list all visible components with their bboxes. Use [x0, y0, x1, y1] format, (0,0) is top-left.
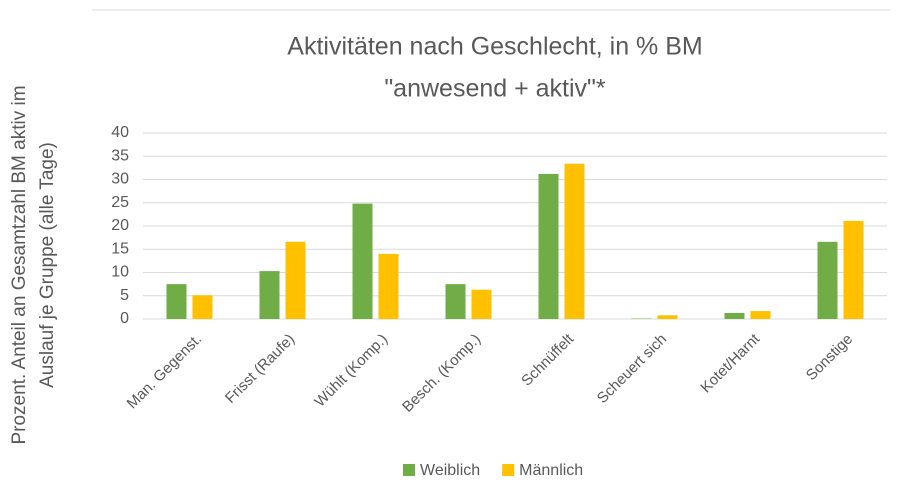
bar — [843, 220, 864, 319]
bar — [817, 241, 838, 319]
bar — [259, 271, 280, 319]
y-tick-label: 0 — [120, 310, 129, 327]
y-axis-label: Auslauf je Gruppe (alle Tage) — [37, 142, 58, 388]
bar — [378, 253, 399, 319]
x-tick-label: Scheuert sich — [594, 331, 670, 407]
y-tick-label: 35 — [111, 147, 129, 164]
bar — [445, 284, 466, 319]
y-tick-label: 15 — [111, 240, 129, 257]
x-tick-label: Man. Gegenst. — [124, 331, 206, 413]
x-tick-label: Besch. (Komp.) — [399, 331, 484, 416]
x-tick-label: Kotet/Harnt — [697, 330, 763, 396]
y-tick-label: 30 — [111, 171, 129, 188]
bar — [750, 311, 771, 319]
y-tick-label: 5 — [120, 287, 129, 304]
chart-subtitle: "anwesend + aktiv"* — [384, 75, 606, 103]
x-tick-label: Frisst (Raufe) — [222, 331, 298, 407]
bar — [538, 173, 559, 319]
bar — [564, 163, 585, 319]
legend-label: Männlich — [519, 462, 583, 479]
bar — [192, 295, 213, 319]
bar — [166, 284, 187, 319]
x-tick-label: Sonstige — [803, 331, 856, 384]
x-tick-label: Wühlt (Komp.) — [311, 331, 391, 411]
bar — [285, 241, 306, 319]
legend-swatch — [403, 464, 415, 476]
y-tick-label: 10 — [111, 264, 129, 281]
legend-label: Weiblich — [420, 462, 480, 479]
bar — [657, 315, 678, 319]
y-tick-label: 25 — [111, 194, 129, 211]
y-tick-label: 20 — [111, 217, 129, 234]
bar — [352, 203, 373, 319]
y-tick-label: 40 — [111, 124, 129, 141]
y-axis-label: Prozent. Anteil an Gesamtzahl BM aktiv i… — [9, 85, 30, 444]
bar — [471, 289, 492, 319]
legend-swatch — [502, 464, 515, 476]
chart-title: Aktivitäten nach Geschlecht, in % BM — [287, 33, 702, 61]
x-tick-label: Schnüffelt — [518, 330, 578, 390]
bar — [724, 312, 745, 319]
